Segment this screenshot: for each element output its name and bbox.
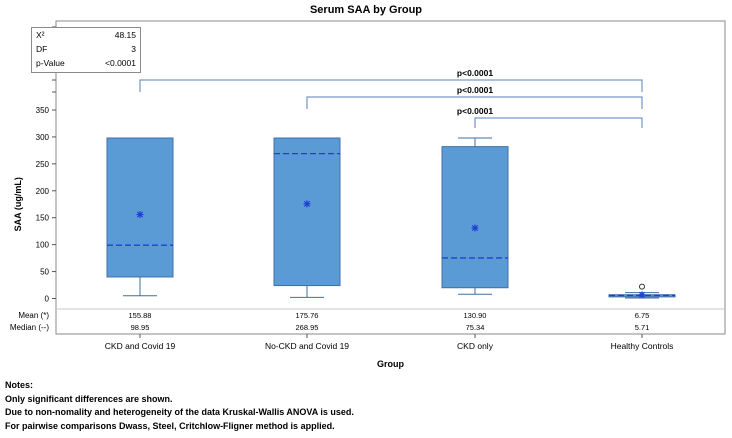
x-axis-label: Group — [377, 359, 404, 369]
mean-value: 130.90 — [464, 311, 487, 320]
mean-value: 175.76 — [296, 311, 319, 320]
x-tick-label: CKD only — [457, 341, 494, 351]
stat-key: DF — [36, 44, 48, 54]
notes-heading: Notes: — [5, 380, 34, 390]
note-line: For pairwise comparisons Dwass, Steel, C… — [5, 420, 335, 431]
mean-marker-stroke — [136, 211, 144, 218]
significance-label: p<0.0001 — [457, 85, 493, 95]
median-value: 5.71 — [635, 323, 650, 332]
x-tick-label: CKD and Covid 19 — [105, 341, 176, 351]
median-value: 98.95 — [131, 323, 150, 332]
y-axis-label: SAA (ug/mL) — [13, 177, 23, 231]
mean-marker — [303, 200, 311, 208]
box-1 — [106, 137, 174, 278]
mean-marker — [136, 211, 144, 219]
plot-frame — [55, 20, 726, 335]
mean-marker-stroke — [303, 200, 311, 207]
y-tick-label: 200 — [36, 187, 50, 196]
stat-row-chi-square: X² 48.15 — [32, 28, 140, 42]
stat-key: p-Value — [36, 58, 65, 68]
mean-marker-stroke — [471, 224, 479, 232]
significance-label: p<0.0001 — [457, 106, 493, 116]
notes-block: Notes: Only significant differences are … — [5, 379, 354, 433]
note-line: Due to non-nomality and heterogeneity of… — [5, 407, 354, 417]
outlier-point — [639, 283, 645, 290]
x-tick-label: Healthy Controls — [611, 341, 674, 351]
stat-row-df: DF 3 — [32, 42, 140, 56]
significance-bracket — [139, 79, 643, 92]
box-3 — [441, 146, 509, 289]
stat-value: 48.15 — [114, 30, 136, 40]
y-tick-label: 0 — [45, 295, 50, 304]
y-tick-label: 100 — [36, 241, 50, 250]
median-value: 268.95 — [296, 323, 319, 332]
stat-key: X² — [36, 30, 45, 40]
stat-row-p-value: p-Value <0.0001 — [32, 56, 140, 70]
mean-marker-stroke — [638, 291, 646, 298]
note-line: Only significant differences are shown. — [5, 393, 173, 404]
mean-value: 155.88 — [129, 311, 152, 320]
significance-bracket — [306, 96, 643, 109]
y-tick-label: 150 — [36, 214, 50, 223]
test-statistics-box: X² 48.15 DF 3 p-Value <0.0001 — [31, 27, 141, 73]
y-tick-label: 350 — [36, 106, 50, 115]
y-tick-label: 250 — [36, 160, 50, 169]
significance-label: p<0.0001 — [457, 68, 493, 78]
mean-row-label: Mean (*) — [18, 311, 49, 320]
y-tick-label: 300 — [36, 133, 50, 142]
mean-marker — [638, 291, 646, 299]
box-2 — [273, 137, 341, 287]
stat-value: 3 — [131, 44, 136, 54]
chart-title: Serum SAA by Group — [309, 4, 423, 16]
median-value: 75.34 — [466, 323, 485, 332]
y-tick-label: 50 — [40, 268, 49, 277]
x-tick-label: No-CKD and Covid 19 — [265, 341, 349, 351]
stat-value: <0.0001 — [105, 58, 136, 68]
significance-bracket — [474, 117, 643, 128]
mean-marker — [471, 224, 479, 232]
median-row-label: Median (--) — [10, 323, 49, 332]
mean-value: 6.75 — [635, 311, 650, 320]
